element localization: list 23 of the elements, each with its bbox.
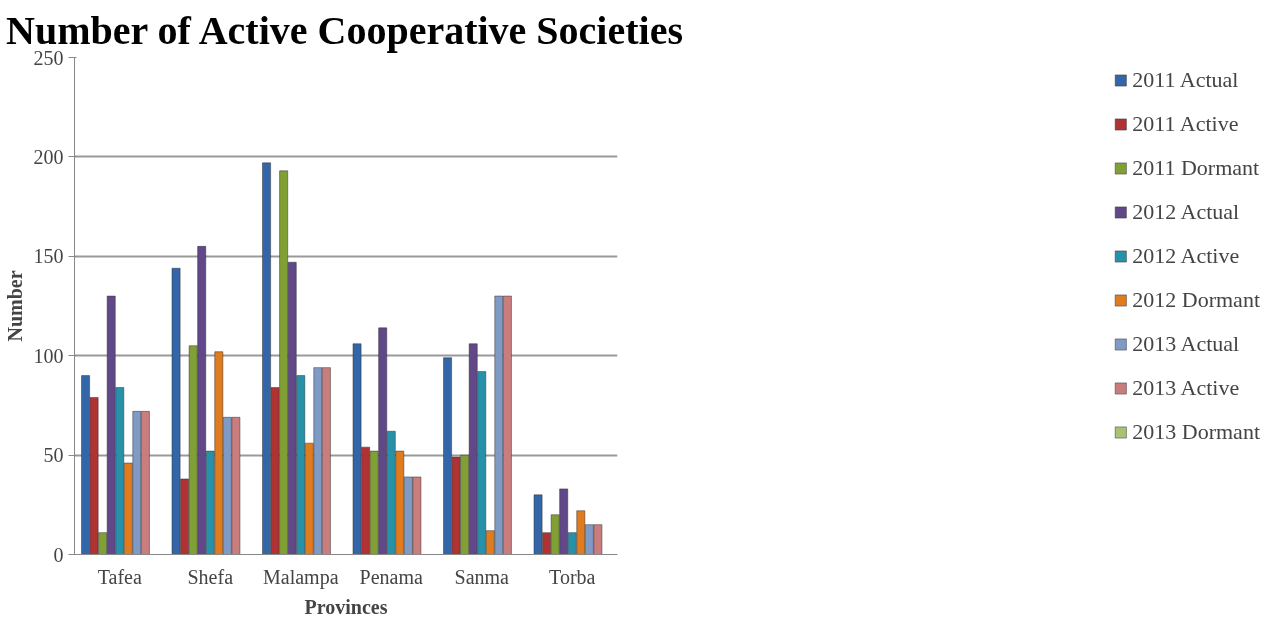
y-tick-label: 250: [33, 46, 64, 69]
legend-label: 2012 Dormant: [1132, 287, 1260, 313]
x-tick-label: Malampa: [262, 565, 339, 589]
x-tick-label: Tafea: [97, 565, 142, 588]
legend-label: 2012 Active: [1132, 243, 1240, 269]
x-tick-label: Sanma: [454, 565, 510, 588]
x-tick-label: Penama: [359, 565, 424, 588]
y-tick-label: 150: [33, 245, 64, 268]
legend-label: 2011 Dormant: [1132, 155, 1260, 181]
legend-label: 2011 Actual: [1132, 67, 1239, 93]
legend-label: 2011 Active: [1132, 111, 1239, 137]
x-tick-label: Shefa: [187, 565, 234, 588]
y-tick-label: 200: [33, 145, 64, 168]
legend-label: 2013 Actual: [1132, 331, 1240, 357]
x-axis-title: Provinces: [304, 595, 388, 618]
y-tick-label: 0: [53, 543, 64, 566]
y-tick-label: 100: [33, 344, 64, 367]
y-axis-title: Number: [3, 270, 26, 342]
y-tick-label: 50: [43, 444, 64, 467]
x-tick-label: Torba: [549, 565, 596, 588]
legend-label: 2013 Dormant: [1132, 419, 1260, 445]
legend-label: 2012 Actual: [1132, 199, 1240, 225]
legend-label: 2013 Active: [1132, 375, 1240, 401]
